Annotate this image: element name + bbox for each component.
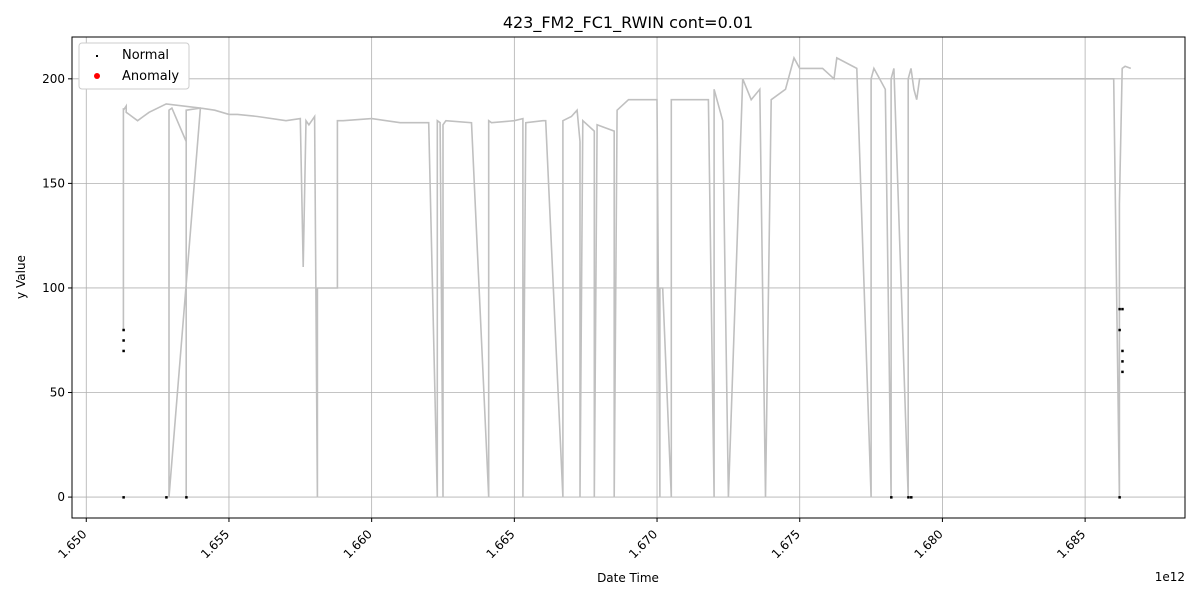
legend-normal-label: Normal [122, 48, 169, 63]
normal-point [890, 496, 893, 499]
normal-point [1121, 370, 1124, 374]
plot-frame [71, 36, 1186, 519]
normal-point [1118, 328, 1121, 332]
normal-point [165, 496, 168, 499]
legend-anomaly-label: Anomaly [122, 69, 179, 84]
y-tick-label: 150 [42, 176, 65, 190]
series-line-path [122, 55, 1132, 498]
normal-point [1121, 349, 1124, 353]
y-tick-label: 100 [42, 281, 65, 295]
normal-point [1121, 360, 1124, 363]
normal-points [122, 307, 1124, 499]
y-tick-label: 0 [57, 490, 65, 504]
legend-normal-marker [96, 55, 98, 57]
x-axis-label: Date Time [597, 571, 659, 585]
normal-point [910, 496, 913, 499]
normal-point [185, 496, 188, 499]
legend-anomaly-marker [94, 73, 100, 79]
normal-point [122, 496, 125, 499]
normal-point [122, 328, 125, 332]
x-axis-offset-label: 1e12 [1155, 570, 1185, 584]
series-line [122, 55, 1132, 498]
y-tick-label: 200 [42, 72, 65, 86]
chart-title: 423_FM2_FC1_RWIN cont=0.01 [503, 13, 753, 33]
normal-point [907, 496, 910, 499]
normal-point [1118, 496, 1121, 499]
normal-point [122, 339, 125, 342]
legend: Normal Anomaly [78, 42, 190, 90]
normal-point [1121, 307, 1124, 311]
normal-point [122, 349, 125, 353]
normal-point [1118, 307, 1121, 311]
y-tick-label: 50 [50, 386, 65, 400]
legend-box [78, 42, 190, 90]
y-axis-label: y Value [14, 255, 28, 299]
